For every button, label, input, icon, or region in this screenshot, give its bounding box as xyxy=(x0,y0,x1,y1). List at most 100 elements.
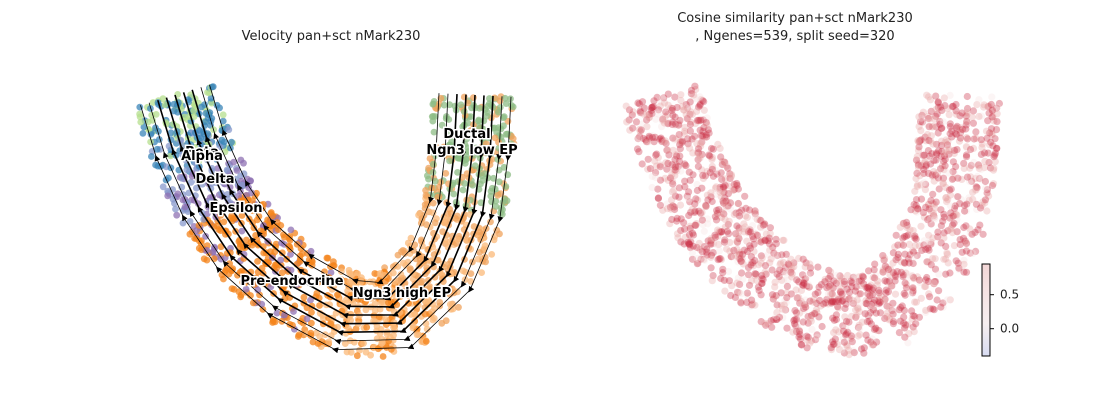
cell-point xyxy=(688,229,697,237)
cell-point xyxy=(875,327,883,335)
cell-point xyxy=(724,220,732,229)
cell-point xyxy=(752,270,760,278)
cell-point xyxy=(960,268,968,276)
cell-point xyxy=(826,272,834,280)
cell-point xyxy=(952,110,961,119)
cell-point xyxy=(938,137,946,145)
cell-point xyxy=(845,346,853,354)
cell-point xyxy=(981,199,989,207)
cell-point xyxy=(841,324,850,332)
cell-point xyxy=(183,166,191,174)
cell-point xyxy=(993,104,1001,112)
cell-point xyxy=(768,266,776,274)
cell-point xyxy=(747,302,755,310)
cell-point xyxy=(868,335,877,343)
cell-point xyxy=(985,158,993,167)
cell-point xyxy=(258,300,266,308)
cell-point xyxy=(700,106,708,114)
cell-point xyxy=(680,106,688,114)
cell-point xyxy=(648,132,657,140)
cell-point xyxy=(779,314,787,322)
cell-point xyxy=(918,118,927,126)
cell-point xyxy=(969,249,977,258)
cell-point xyxy=(788,264,796,272)
cell-point xyxy=(703,248,711,256)
cell-point xyxy=(147,105,154,112)
cell-point xyxy=(753,231,762,239)
cell-point xyxy=(931,115,939,123)
cell-point xyxy=(991,149,1000,157)
cell-point xyxy=(855,308,864,316)
cell-point xyxy=(843,285,851,293)
cell-point xyxy=(946,269,954,277)
cell-point xyxy=(707,193,715,201)
cell-point xyxy=(664,146,672,154)
cell-point xyxy=(801,275,810,283)
cell-point xyxy=(865,285,873,293)
cell-point xyxy=(625,116,633,124)
cell-point xyxy=(721,181,729,189)
cell-point xyxy=(775,313,784,321)
cell-point xyxy=(962,239,971,248)
cell-point xyxy=(675,120,683,128)
cell-point xyxy=(716,228,724,236)
cell-point xyxy=(636,107,644,115)
cell-point xyxy=(654,106,663,114)
cell-point xyxy=(719,183,727,191)
cell-point xyxy=(915,276,924,284)
cell-point xyxy=(795,326,803,334)
cell-point xyxy=(702,201,710,209)
cell-point xyxy=(721,287,729,295)
cell-point xyxy=(748,222,757,230)
cell-point xyxy=(743,247,752,256)
cell-point xyxy=(226,260,234,267)
cell-point xyxy=(780,236,788,244)
cell-point xyxy=(991,151,999,159)
cell-point xyxy=(909,284,917,292)
cell-point xyxy=(827,268,835,276)
cell-point xyxy=(881,254,889,262)
cell-point xyxy=(739,260,747,268)
cell-point xyxy=(790,263,798,271)
cell-point xyxy=(708,162,716,170)
cell-point xyxy=(952,163,960,171)
cell-point xyxy=(743,237,751,245)
cell-point xyxy=(686,244,695,252)
cell-point xyxy=(920,165,928,174)
cell-point xyxy=(708,277,716,285)
cell-point xyxy=(940,150,948,158)
cell-point xyxy=(906,226,914,234)
cell-point xyxy=(869,306,878,314)
cell-point xyxy=(776,260,784,269)
cell-point xyxy=(829,284,837,292)
cell-point xyxy=(664,120,672,128)
cell-point xyxy=(488,251,496,258)
cell-point xyxy=(974,161,983,169)
cell-point xyxy=(688,249,697,257)
cell-point xyxy=(746,242,754,250)
cell-point xyxy=(695,207,703,215)
cell-point xyxy=(653,150,661,158)
cell-point xyxy=(813,308,821,316)
cell-point xyxy=(906,251,914,259)
cell-point xyxy=(784,260,792,268)
cell-point xyxy=(736,250,744,258)
cell-point xyxy=(430,128,438,136)
cell-point xyxy=(711,233,720,241)
cell-point xyxy=(644,155,652,163)
cell-point xyxy=(734,252,742,260)
cell-point xyxy=(945,150,953,158)
cell-point xyxy=(855,273,863,281)
cell-point xyxy=(854,332,862,340)
cell-point xyxy=(773,270,781,278)
cell-point xyxy=(746,244,755,252)
cell-point xyxy=(673,230,682,238)
cell-point xyxy=(718,187,726,195)
cell-point xyxy=(726,205,735,213)
cell-point xyxy=(959,125,967,133)
cell-point xyxy=(970,158,978,167)
cell-point xyxy=(144,118,152,126)
cell-point xyxy=(891,243,899,251)
cell-point xyxy=(915,123,923,131)
cell-point xyxy=(863,310,872,319)
